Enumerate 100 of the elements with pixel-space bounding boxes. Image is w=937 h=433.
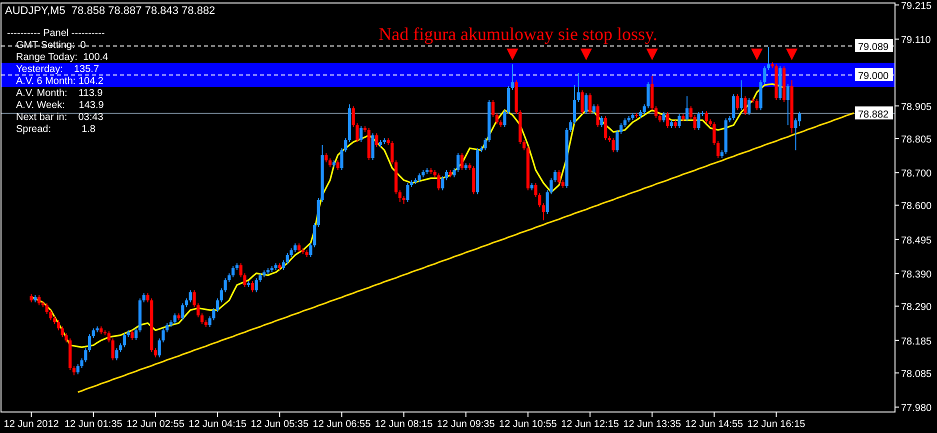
- x-tick-label: 12 Jun 01:35: [64, 419, 123, 430]
- candlestick: [286, 252, 289, 265]
- candlestick: [456, 152, 460, 173]
- candlestick: [437, 172, 440, 191]
- y-tick-label: 78.290: [901, 302, 932, 314]
- candlestick: [72, 366, 76, 376]
- candlestick: [76, 364, 80, 375]
- candlestick: [740, 80, 743, 111]
- candlestick: [88, 334, 92, 353]
- candlestick: [250, 280, 254, 293]
- candlestick: [786, 84, 790, 126]
- y-tick-label: 78.185: [901, 336, 932, 348]
- candlestick: [612, 138, 615, 153]
- candlestick: [596, 104, 600, 128]
- candlestick: [360, 126, 363, 143]
- candlestick: [666, 112, 670, 129]
- candlestick: [600, 115, 604, 128]
- x-tick-label: 12 Jun 10:55: [499, 419, 558, 430]
- chart-title: AUDJPY,M5 78.858 78.887 78.843 78.882: [5, 5, 216, 17]
- line-series: [77, 112, 855, 393]
- x-tick-label: 12 Jun 06:55: [312, 419, 372, 430]
- ref-line-label: 78.882: [858, 109, 890, 120]
- candlestick: [794, 118, 798, 151]
- candlestick: [654, 106, 658, 118]
- candlestick: [460, 152, 464, 171]
- candlestick: [130, 330, 134, 341]
- candlestick: [704, 110, 708, 124]
- annotation: A.V. Month: 113.9: [16, 88, 104, 99]
- candlestick: [732, 94, 736, 120]
- y-tick-label: 78.495: [901, 235, 932, 246]
- annotation: A.V. Week: 143.9: [16, 100, 104, 111]
- candlestick: [224, 278, 227, 293]
- candlestick: [697, 112, 700, 130]
- candlestick: [142, 292, 146, 303]
- annotation: ---------- Panel ----------: [7, 28, 105, 39]
- y-tick-label: 78.085: [901, 368, 932, 380]
- candlestick: [736, 94, 740, 111]
- candlestick: [390, 140, 394, 165]
- y-tick-label: 77.980: [901, 403, 932, 414]
- candlestick: [685, 96, 689, 122]
- text: Nad figura akumuloway sie stop lossy.: [378, 24, 658, 44]
- candlestick: [678, 114, 681, 129]
- candlestick: [572, 84, 576, 125]
- candlestick: [755, 98, 758, 111]
- candlestick: [748, 98, 751, 116]
- y-tick-label: 78.390: [901, 270, 932, 281]
- annotation: Next bar in: 03:43: [16, 112, 104, 123]
- candlestick: [441, 176, 444, 191]
- candlestick: [371, 132, 374, 160]
- candlestick: [173, 312, 176, 325]
- candlestick: [282, 260, 286, 271]
- candlestick: [542, 202, 546, 221]
- x-tick-label: 12 Jun 04:15: [188, 419, 247, 430]
- candlestick: [503, 110, 506, 128]
- candlestick: [798, 111, 802, 127]
- candlestick: [588, 92, 592, 115]
- candlestick: [712, 122, 716, 146]
- y-tick-label: 78.905: [901, 102, 932, 113]
- x-tick-label: 12 Jun 12:15: [561, 419, 620, 430]
- annotation: Spread: 1.8: [16, 124, 96, 135]
- candlestick: [115, 348, 118, 361]
- candlestick: [38, 294, 41, 306]
- y-tick-label: 78.700: [901, 168, 932, 180]
- candlestick: [254, 278, 258, 293]
- candlestick: [324, 152, 328, 163]
- candlestick: [495, 112, 498, 125]
- candlestick: [92, 328, 95, 339]
- candlestick: [313, 222, 316, 248]
- ref-line-label: 79.000: [858, 70, 890, 82]
- candlestick: [375, 132, 378, 148]
- y-tick-label: 79.215: [901, 0, 932, 12]
- candlestick: [662, 112, 666, 123]
- candlestick: [580, 90, 584, 115]
- annotation: Range Today: 100.4: [16, 52, 109, 63]
- candlestick: [406, 182, 410, 202]
- candlestick: [616, 130, 619, 153]
- candlestick: [444, 170, 448, 181]
- x-tick-label: 12 Jun 02:55: [126, 419, 185, 430]
- y-tick-label: 79.110: [901, 35, 932, 46]
- candlestick: [188, 290, 192, 303]
- candlestick: [232, 266, 235, 278]
- candlestick: [592, 104, 596, 115]
- y-tick-label: 78.805: [901, 134, 932, 146]
- x-tick-label: 12 Jun 16:15: [747, 419, 806, 430]
- candlestick: [309, 242, 312, 258]
- candlestick: [154, 348, 158, 358]
- annotation: A.V. 6 Month: 104.2: [16, 76, 104, 87]
- x-tick-label: 12 Jun 14:55: [685, 419, 744, 430]
- candlestick: [181, 302, 184, 321]
- candlestick: [584, 92, 588, 115]
- candlestick: [491, 100, 495, 118]
- candlestick: [510, 64, 514, 90]
- candlestick: [107, 330, 110, 343]
- x-tick-label: 12 Jun 08:15: [374, 419, 434, 430]
- candlestick: [620, 122, 623, 134]
- x-tick-label: 12 Jun 09:35: [436, 419, 496, 430]
- candlestick: [56, 320, 60, 331]
- x-tick-label: 12 Jun 13:35: [623, 419, 682, 430]
- candlestick: [557, 170, 561, 185]
- candlestick: [220, 288, 223, 303]
